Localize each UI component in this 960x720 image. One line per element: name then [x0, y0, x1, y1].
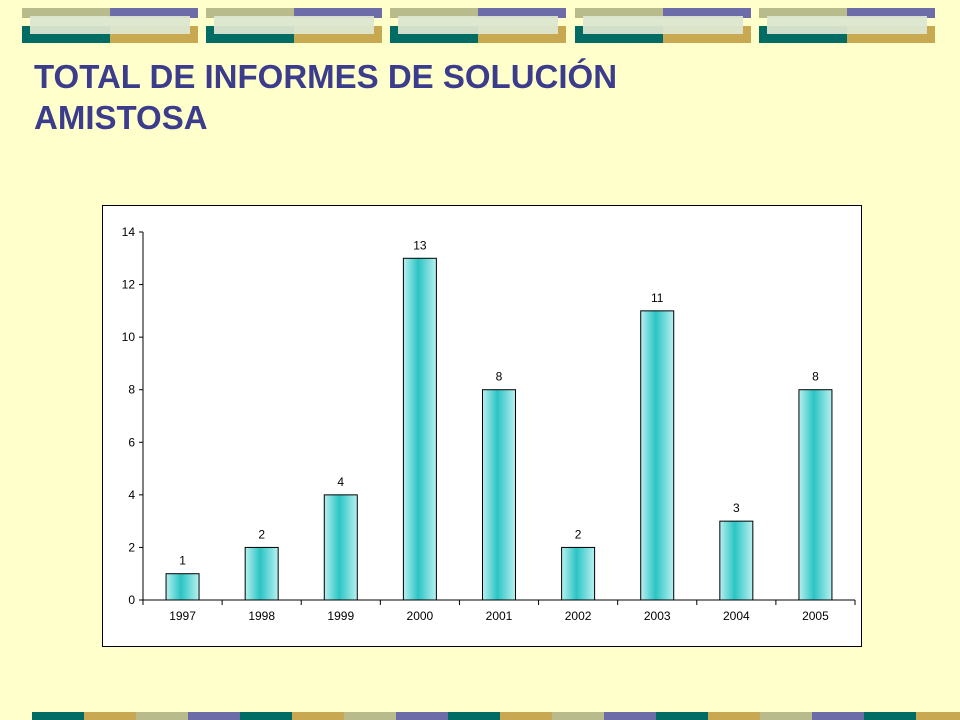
slide-title: TOTAL DE INFORMES DE SOLUCIÓN AMISTOSA [34, 58, 618, 136]
bar-chart: 0 2 4 6 8 10 12 14 1 1997 2 1998 4 1999 13 2000 8 2001 2 20… [122, 225, 856, 623]
data-label: 8 [496, 370, 503, 384]
bottom-band-segment [84, 712, 136, 720]
x-tick-label: 1999 [327, 609, 354, 623]
bar [482, 389, 516, 601]
top-band-block [390, 8, 566, 43]
bottom-band-segment [292, 712, 344, 720]
bar [165, 573, 200, 601]
y-tick-label: 10 [122, 330, 136, 344]
data-label: 2 [258, 527, 265, 541]
data-label: 2 [575, 527, 582, 541]
top-band-block [575, 8, 751, 43]
bottom-band-segment [344, 712, 396, 720]
y-tick-label: 12 [122, 278, 136, 292]
top-band-block [206, 8, 382, 43]
data-label: 8 [812, 370, 819, 384]
y-tick-label: 0 [128, 593, 135, 607]
bottom-band-segment [708, 712, 760, 720]
x-tick-label: 2001 [486, 609, 513, 623]
bar [719, 520, 754, 601]
bottom-band-segment [188, 712, 240, 720]
bottom-band-segment [760, 712, 812, 720]
bottom-decorative-band [32, 712, 960, 720]
x-tick-label: 2005 [802, 609, 829, 623]
y-tick-label: 2 [128, 540, 135, 554]
x-tick-label: 2003 [644, 609, 671, 623]
bar [640, 310, 675, 601]
bar [561, 546, 596, 601]
bottom-band-segment [656, 712, 708, 720]
bottom-band-segment [500, 712, 552, 720]
x-tick-label: 2004 [723, 609, 750, 623]
bar [244, 546, 279, 601]
x-tick-label: 2000 [407, 609, 434, 623]
bars: 1 1997 2 1998 4 1999 13 2000 8 2001 2 2002 11 2003 3 20… [165, 238, 833, 623]
data-label: 3 [733, 501, 740, 515]
bottom-band-segment [32, 712, 84, 720]
x-tick-label: 1998 [248, 609, 275, 623]
data-label: 13 [413, 238, 427, 252]
bottom-band-segment [864, 712, 916, 720]
data-label: 1 [179, 554, 186, 568]
bottom-band-segment [240, 712, 292, 720]
x-tick-label: 1997 [169, 609, 196, 623]
y-tick-label: 6 [128, 435, 135, 449]
chart-frame: 0 2 4 6 8 10 12 14 1 1997 2 1998 4 1999 13 2000 8 2001 2 20… [102, 205, 862, 647]
top-band-block [22, 8, 198, 43]
bottom-band-segment [448, 712, 500, 720]
bar [402, 257, 437, 601]
top-decorative-band [22, 8, 935, 43]
bottom-band-segment [604, 712, 656, 720]
data-label: 11 [651, 291, 664, 305]
bottom-band-segment [916, 712, 960, 720]
x-tick-label: 2002 [565, 609, 592, 623]
bottom-band-segment [812, 712, 864, 720]
bottom-band-segment [136, 712, 188, 720]
bottom-band-segment [396, 712, 448, 720]
y-tick-label: 4 [128, 488, 135, 502]
bar [323, 494, 358, 601]
top-band-block [759, 8, 935, 43]
data-label: 4 [337, 475, 344, 489]
bottom-band-segment [552, 712, 604, 720]
y-tick-label: 8 [128, 383, 135, 397]
y-tick-label: 14 [122, 225, 136, 239]
bar [798, 389, 833, 601]
